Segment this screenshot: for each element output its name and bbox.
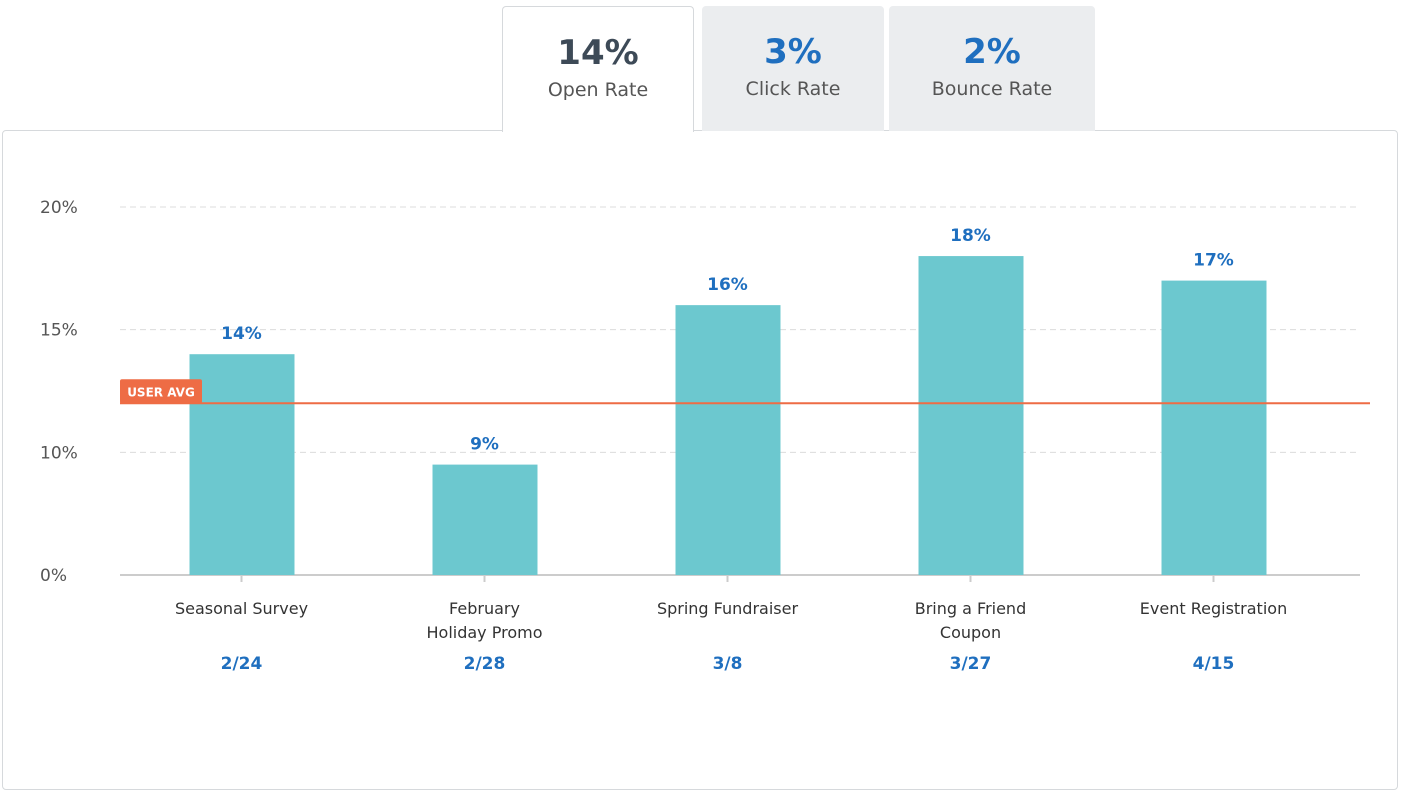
value-label: 9% [470, 435, 499, 455]
bar [432, 464, 538, 575]
value-label: 16% [707, 275, 748, 295]
y-tick-label: 0% [40, 566, 67, 586]
page: 14% Open Rate 3% Click Rate 2% Bounce Ra… [2, 6, 1398, 790]
value-label: 17% [1193, 251, 1234, 271]
value-label: 14% [221, 324, 262, 344]
tab-label: Bounce Rate [931, 78, 1053, 100]
metric-tab[interactable]: 3% Click Rate [702, 6, 884, 131]
y-tick-label: 15% [40, 321, 78, 341]
x-tick-label: February Holiday Promo [426, 599, 543, 642]
bar [189, 354, 295, 575]
x-tick-label: Event Registration [1139, 599, 1288, 618]
bar [1161, 280, 1267, 575]
x-tick-label: Spring Fundraiser [656, 599, 799, 618]
tab-label: Open Rate [547, 79, 649, 101]
y-tick-label: 10% [40, 443, 78, 463]
bar [918, 256, 1024, 575]
y-tick-label: 20% [40, 198, 78, 218]
date-label: 3/8 [712, 654, 743, 674]
bar [675, 305, 781, 575]
date-label: 2/24 [220, 654, 263, 674]
metric-tab[interactable]: 2% Bounce Rate [889, 6, 1095, 131]
reference-label-box [120, 379, 202, 404]
tab-value: 14% [557, 33, 639, 73]
date-label: 3/27 [949, 654, 992, 674]
date-label: 4/15 [1192, 654, 1235, 674]
chart: 0% 10% 15% 20% 14% 9% 16% 18% 17% USER AVG [40, 198, 1370, 586]
tab-label: Click Rate [745, 78, 841, 100]
date-label: 2/28 [463, 654, 506, 674]
metric-tab[interactable]: 14% Open Rate [502, 6, 694, 132]
reference-label: USER AVG [127, 385, 195, 399]
tab-value: 2% [963, 32, 1021, 72]
x-tick-label: Seasonal Survey [174, 599, 309, 618]
value-label: 18% [950, 226, 991, 246]
tab-value: 3% [764, 32, 822, 72]
x-tick-label: Bring a Friend Coupon [914, 599, 1027, 642]
